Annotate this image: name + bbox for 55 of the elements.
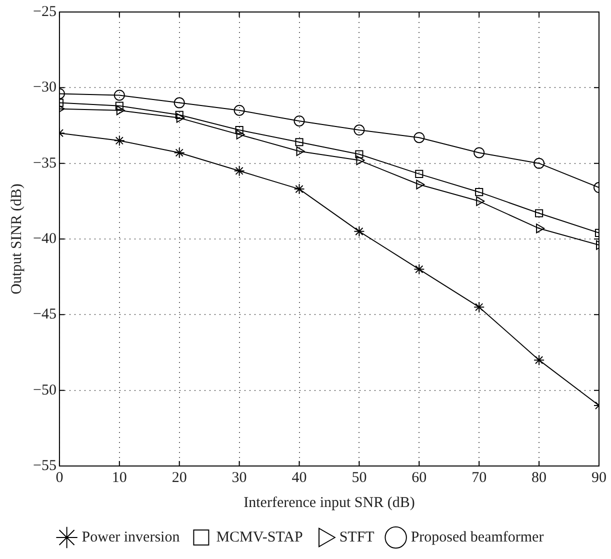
legend-label: Power inversion	[82, 529, 180, 546]
y-tick-label: −30	[32, 80, 56, 96]
point	[294, 184, 305, 195]
y-tick-label: −50	[32, 382, 56, 398]
x-tick-label: 30	[232, 470, 247, 486]
x-tick-label: 60	[412, 470, 427, 486]
legend-label: STFT	[339, 529, 374, 546]
x-tick-label: 40	[292, 470, 307, 486]
point	[354, 124, 365, 136]
point	[114, 135, 125, 146]
x-tick-label: 90	[592, 470, 606, 486]
x-tick-label: 80	[532, 470, 547, 486]
point	[116, 106, 125, 116]
x-tick-label: 0	[56, 470, 64, 486]
point	[355, 150, 364, 158]
point	[176, 113, 185, 123]
point	[354, 226, 365, 237]
x-tick-label: 20	[172, 470, 187, 486]
point	[536, 224, 545, 234]
point	[294, 115, 305, 126]
point	[234, 165, 245, 176]
y-tick-label: −45	[32, 306, 56, 323]
x-tick-label: 10	[112, 470, 127, 486]
point	[416, 180, 425, 190]
point	[174, 97, 185, 108]
point	[414, 264, 425, 275]
point	[235, 126, 244, 134]
point	[414, 132, 425, 144]
point	[114, 90, 125, 101]
point	[236, 130, 245, 140]
x-tick-label: 50	[352, 470, 367, 486]
legend-label: MCMV-STAP	[216, 529, 303, 546]
point	[356, 155, 365, 166]
x-tick-label: 70	[472, 470, 487, 486]
point	[475, 188, 484, 196]
y-tick-label: −40	[32, 230, 56, 247]
legend-label: Proposed beamformer	[410, 529, 544, 546]
point	[234, 104, 245, 116]
y-tick-label: −25	[32, 4, 56, 20]
y-tick-label: −55	[32, 458, 56, 474]
point	[175, 110, 184, 119]
point	[476, 196, 485, 206]
point	[474, 302, 485, 313]
y-tick-label: −35	[32, 155, 56, 172]
point	[115, 102, 124, 110]
point	[296, 146, 305, 156]
point	[535, 209, 544, 218]
point	[534, 158, 545, 169]
point	[174, 147, 185, 158]
point	[415, 170, 424, 178]
point	[534, 354, 545, 366]
y-axis-title: Output SINR (dB)	[8, 184, 25, 294]
x-axis-title: Interference input SNR (dB)	[244, 494, 415, 511]
point	[474, 147, 485, 158]
point	[295, 138, 304, 146]
